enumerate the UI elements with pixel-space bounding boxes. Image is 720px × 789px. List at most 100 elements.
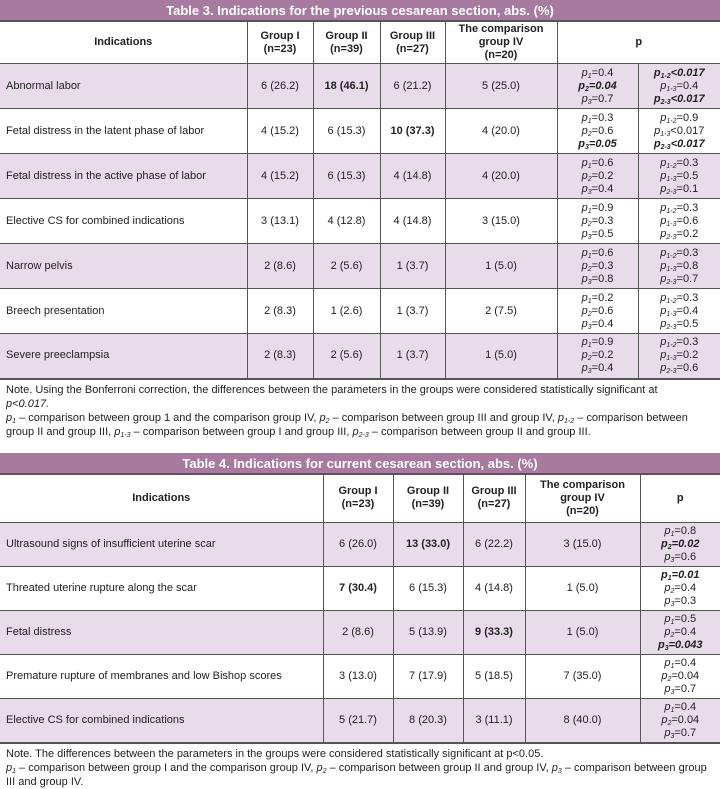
p-cell: p1=0.9 p2=0.2 p3=0.4 [556, 333, 638, 380]
value-cell: 9 (33.3) [462, 610, 525, 655]
value-cell: 4 (20.0) [444, 153, 557, 199]
column-header: Group II (n=39) [392, 474, 463, 523]
table-row: Fetal distress in the active phase of la… [0, 153, 720, 199]
p-value: p2=0.04 [578, 79, 617, 93]
p-value: p2=0.6 [581, 304, 614, 318]
value-cell: 6 (15.3) [312, 153, 380, 199]
value-cell: 6 (26.0) [322, 522, 393, 567]
header-line: (n=39) [330, 42, 363, 55]
table-row: Narrow pelvis 2 (8.6) 2 (5.6) 1 (3.7) 1 (5.0… [0, 243, 720, 289]
header-line: (n=20) [566, 504, 599, 517]
value-cell: 6 (15.3) [312, 108, 380, 154]
table-row: Abnormal labor 6 (26.2) 18 (46.1) 6 (21.2) 5… [0, 63, 720, 109]
p-cell: p1=0.2 p2=0.6 p3=0.4 [556, 288, 638, 334]
table-title: Table 4. Indications for current cesarea… [0, 452, 720, 475]
p-value: p1=0.9 [581, 201, 614, 215]
indication-cell: Breech presentation [0, 288, 247, 334]
value-cell: 13 (33.0) [392, 522, 463, 567]
p-value: p2=0.4 [664, 582, 697, 595]
p-cell: p1=0.5 p2=0.4 p3=0.043 [639, 610, 720, 655]
column-header: p [639, 474, 720, 523]
value-cell: 10 (37.3) [379, 108, 445, 154]
value-cell: 1 (5.0) [524, 566, 640, 611]
table-title: Table 3. Indications for the previous ce… [0, 0, 720, 22]
p-cell: p1=0.6 p2=0.3 p3=0.8 [556, 243, 638, 289]
value-cell: 3 (11.1) [462, 698, 525, 744]
value-cell: 1 (2.6) [312, 288, 380, 334]
indication-cell: Fetal distress in the active phase of la… [0, 153, 247, 199]
header-line: (n=27) [396, 42, 429, 55]
column-header: The comparison group IV (n=20) [524, 474, 640, 523]
p-value: p3=0.4 [581, 317, 614, 331]
value-cell: 5 (18.5) [462, 654, 525, 699]
value-cell: 8 (20.3) [392, 698, 463, 744]
header-line: p [635, 36, 643, 48]
value-cell: 6 (26.2) [246, 63, 313, 109]
header-line: (n=20) [484, 49, 518, 61]
note-definition: p1 – comparison between group I and the … [6, 761, 317, 775]
p-value: p1-3=0.4 [660, 79, 699, 93]
p-value: p1=0.6 [581, 246, 614, 260]
column-header: The comparison group IV (n=20) [444, 22, 557, 64]
note-definition: p2 – comparison between group III and gr… [319, 411, 558, 425]
p-value: p2=0.6 [581, 124, 614, 138]
note-text: Note. The differences between the parame… [6, 747, 544, 760]
indication-cell: Narrow pelvis [0, 243, 247, 289]
p-value: p1-2=0.3 [660, 291, 699, 305]
p-value: p2-3=0.2 [660, 227, 699, 241]
p-value: p1=0.8 [664, 525, 697, 538]
header-line: Group I [338, 485, 378, 498]
p-value: p1=0.4 [664, 700, 697, 714]
p-value: p1-2=0.3 [660, 246, 699, 260]
header-line: Group III [471, 485, 517, 498]
p-value: p3=0.4 [581, 362, 614, 376]
p-value: p1-3=0.8 [660, 259, 699, 273]
p-value: p2-3=0.6 [660, 362, 699, 376]
indication-cell: Threated uterine rupture along the scar [0, 566, 323, 611]
p-value: p2-3=0.5 [660, 317, 699, 331]
table-row: Premature rupture of membranes and low B… [0, 654, 720, 699]
value-cell: 8 (40.0) [524, 698, 640, 744]
value-cell: 2 (8.6) [322, 610, 393, 655]
p-value: p3=0.7 [664, 683, 697, 696]
indication-cell: Ultrasound signs of insufficient uterine… [0, 522, 323, 567]
value-cell: 2 (7.5) [444, 288, 557, 334]
p-value: p2-3<0.017 [653, 137, 705, 151]
note-text: p<0.017. [6, 397, 50, 410]
header-line: (n=23) [341, 498, 375, 511]
value-cell: 6 (21.2) [379, 63, 445, 109]
header-row: Indications Group I (n=23) Group II (n=39) Gr… [0, 474, 720, 523]
p-value: p1=0.9 [581, 336, 614, 350]
column-header: Group I (n=23) [246, 22, 313, 64]
p-cell: p1-2=0.3 p1-3=0.6 p2-3=0.2 [637, 198, 720, 244]
column-header: Group III (n=27) [379, 22, 445, 64]
header-line: Group I [260, 29, 300, 42]
p-cell: p1=0.01 p2=0.4 p3=0.3 [639, 566, 720, 611]
value-cell: 1 (3.7) [379, 288, 445, 334]
header-line: Group II [406, 485, 450, 498]
p-value: p3=0.8 [581, 272, 614, 286]
p-value: p1-2=0.9 [660, 111, 699, 125]
header-line: (n=23) [263, 42, 297, 55]
value-cell: 1 (5.0) [444, 333, 557, 380]
p-value: p1=0.5 [664, 613, 697, 626]
p-value: p1=0.6 [581, 156, 614, 170]
note-text: Note. Using the Bonferroni correction, t… [6, 383, 658, 396]
p-cell: p1=0.8 p2=0.02 p3=0.6 [639, 522, 720, 567]
p-value: p1-3=0.4 [660, 304, 699, 318]
value-cell: 1 (3.7) [379, 333, 445, 380]
value-cell: 4 (12.8) [312, 198, 380, 244]
value-cell: 1 (5.0) [524, 610, 640, 655]
note-definition: p2 – comparison between group II and gro… [316, 761, 552, 775]
value-cell: 4 (14.8) [379, 153, 445, 199]
table-4: Table 4. Indications for current cesarea… [0, 452, 720, 744]
value-cell: 3 (13.1) [246, 198, 313, 244]
p-cell: p1=0.4 p2=0.04 p3=0.7 [639, 654, 720, 699]
value-cell: 3 (13.0) [322, 654, 393, 699]
value-cell: 2 (8.3) [246, 333, 313, 380]
header-line: Group II [325, 29, 368, 42]
p-value: p2-3<0.017 [653, 92, 705, 106]
header-line: The comparison [540, 478, 625, 491]
p-value: p1=0.4 [664, 657, 697, 670]
note-definition: p1-2 – comparison between group II and g… [6, 411, 688, 438]
